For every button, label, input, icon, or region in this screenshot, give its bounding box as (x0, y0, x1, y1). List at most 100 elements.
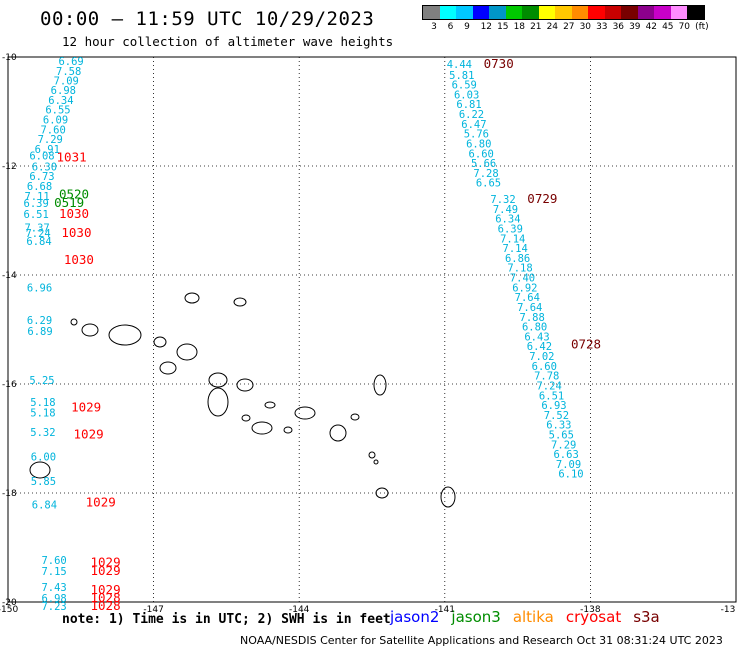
wave-height-point: 6.22 (459, 109, 484, 121)
pass-time-label: 1029 (91, 555, 121, 570)
legend-swatch (555, 6, 572, 19)
island-outline (184, 292, 200, 304)
wave-height-point: 6.47 (461, 119, 486, 131)
x-tick-label: -147 (143, 605, 163, 615)
legend-swatch (687, 6, 704, 19)
legend-swatch (654, 6, 671, 19)
plot-frame (7, 56, 737, 603)
pass-time-label: 0519 (54, 195, 84, 210)
wave-height-point: 6.63 (553, 449, 578, 461)
legend-label: 33 (596, 22, 608, 32)
wave-height-point: 7.49 (493, 204, 518, 216)
island-outline (233, 297, 247, 307)
legend-swatch (456, 6, 473, 19)
wave-height-point: 7.60 (41, 555, 66, 567)
wave-height-point: 7.78 (534, 371, 559, 383)
island-outline (29, 461, 51, 479)
legend-label: 6 (447, 22, 454, 32)
wave-height-point: 5.66 (471, 158, 496, 170)
pass-time-label: 0729 (527, 191, 557, 206)
wave-height-point: 6.39 (498, 223, 523, 235)
legend-label: 27 (563, 22, 575, 32)
island-outline (207, 387, 229, 417)
island-outline (176, 343, 198, 361)
legend-label: 3 (431, 22, 437, 32)
island-outline (153, 336, 167, 348)
footer-credit: NOAA/NESDIS Center for Satellite Applica… (240, 634, 723, 647)
pass-time-label: 1029 (91, 582, 121, 597)
x-tick-label: -150 (0, 605, 18, 615)
pass-time-label: 1030 (61, 225, 91, 240)
satellite-label-altika: altika (512, 608, 554, 626)
wave-height-point: 5.76 (464, 129, 489, 141)
wave-height-point: 7.64 (515, 292, 540, 304)
wave-height-point: 6.03 (454, 89, 479, 101)
wave-height-point: 7.29 (551, 439, 576, 451)
pass-time-label: 1030 (64, 252, 94, 267)
wave-height-point: 6.92 (512, 282, 537, 294)
island-outline (108, 324, 142, 346)
y-tick-label: -20 (2, 598, 17, 608)
wave-height-point: 7.23 (41, 601, 66, 613)
wave-height-point: 7.14 (503, 243, 528, 255)
island-outline (70, 318, 78, 326)
wave-height-point: 7.37 (24, 222, 49, 234)
wave-height-point: 7.24 (536, 380, 561, 392)
wave-height-point: 6.84 (32, 499, 57, 511)
legend-swatch (571, 6, 588, 19)
pass-time-label: 1028 (91, 590, 121, 605)
wave-height-point: 6.60 (469, 148, 494, 160)
wave-height-point: 7.14 (500, 233, 525, 245)
pass-time-label: 1029 (91, 563, 121, 578)
wave-height-point: 6.51 (539, 390, 564, 402)
wave-height-point: 6.10 (558, 469, 583, 481)
satellite-label-s3a: s3a (633, 608, 660, 626)
legend-label: 15 (497, 22, 509, 32)
wave-height-point: 6.69 (58, 56, 83, 68)
legend-label: 21 (530, 22, 542, 32)
wave-height-point: 6.98 (51, 85, 76, 97)
wave-height-point: 6.51 (24, 209, 49, 221)
wave-height-point: 6.60 (532, 361, 557, 373)
wave-height-point: 6.34 (48, 95, 73, 107)
y-tick-label: -10 (2, 53, 17, 63)
chart-subtitle: 12 hour collection of altimeter wave hei… (62, 34, 394, 49)
wave-height-point: 7.60 (40, 124, 65, 136)
wave-height-point: 5.85 (31, 476, 56, 488)
legend-swatch (670, 6, 687, 19)
legend-swatch (489, 6, 506, 19)
chart-title: 00:00 – 11:59 UTC 10/29/2023 (40, 8, 375, 30)
legend-label: 24 (546, 22, 559, 32)
legend-swatch (637, 6, 654, 19)
wave-height-point: 6.34 (495, 214, 520, 226)
wave-height-point: 7.11 (24, 191, 49, 203)
island-outline (440, 486, 456, 508)
wave-height-point: 6.81 (456, 99, 481, 111)
pass-time-label: 1029 (86, 495, 116, 510)
wave-height-point: 6.30 (32, 161, 57, 173)
island-outline (264, 401, 276, 409)
island-outline (329, 424, 347, 442)
legend-label: 9 (464, 22, 470, 32)
island-outline (294, 406, 316, 420)
wave-height-point: 5.81 (449, 70, 474, 82)
legend-swatch (621, 6, 638, 19)
wave-height-point: 6.65 (476, 178, 501, 190)
color-legend: 3 6 9 12 15 18 21 24 27 30 33 36 39 42 45 70 (ft) (422, 5, 709, 34)
legend-labels: 3 6 9 12 15 18 21 24 27 30 33 36 39 42 45 70 (ft) (422, 20, 709, 34)
legend-color-bar (422, 5, 705, 20)
wave-height-point: 6.89 (27, 326, 52, 338)
satellite-label-jason2: jason2 (390, 608, 440, 626)
wave-height-point: 6.42 (527, 341, 552, 353)
wave-height-point: 5.32 (30, 427, 55, 439)
wave-height-point: 6.86 (505, 253, 530, 265)
pass-time-label: 1029 (74, 427, 104, 442)
wave-height-point: 5.65 (549, 430, 574, 442)
legend-label: 18 (513, 22, 526, 32)
wave-height-point: 7.40 (510, 273, 535, 285)
wave-height-point: 6.09 (43, 114, 68, 126)
legend-swatch (423, 6, 440, 19)
legend-swatch (538, 6, 555, 19)
island-outline (241, 414, 251, 422)
